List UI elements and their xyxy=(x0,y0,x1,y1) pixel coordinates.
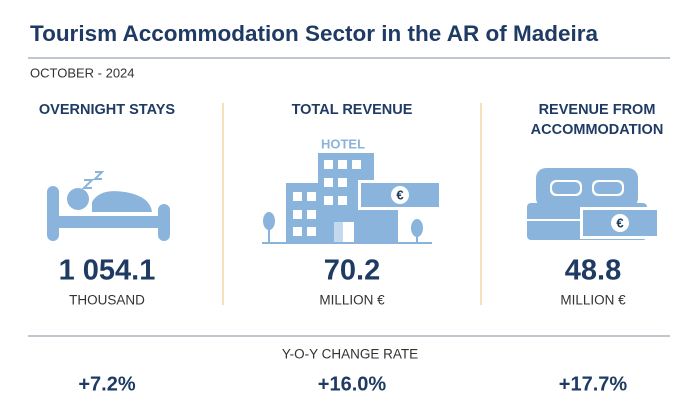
euro-sign: € xyxy=(616,215,623,230)
bed-icon xyxy=(47,171,170,241)
hotel-icon: HOTEL € xyxy=(262,136,442,244)
bed-bill-icon: € xyxy=(527,168,660,240)
subtitle: OCTOBER - 2024 xyxy=(30,65,135,80)
metric-unit: THOUSAND xyxy=(69,293,145,308)
metric-value: 48.8 xyxy=(565,255,621,287)
hotel-sign: HOTEL xyxy=(321,136,365,151)
metric-label: REVENUE FROM xyxy=(539,102,656,118)
change-rate: +17.7% xyxy=(559,373,628,395)
metric-value: 1 054.1 xyxy=(59,255,156,287)
metric-label: ACCOMMODATION xyxy=(531,122,664,138)
change-heading: Y-O-Y CHANGE RATE xyxy=(282,347,418,362)
title: Tourism Accommodation Sector in the AR o… xyxy=(30,21,598,46)
change-rate: +7.2% xyxy=(78,373,135,395)
change-rate: +16.0% xyxy=(318,373,387,395)
metric-label: OVERNIGHT STAYS xyxy=(39,102,175,118)
metric-value: 70.2 xyxy=(324,255,380,287)
metric-label: TOTAL REVENUE xyxy=(292,102,413,118)
metric-unit: MILLION € xyxy=(560,293,626,308)
metric-unit: MILLION € xyxy=(319,293,385,308)
euro-sign: € xyxy=(396,187,403,202)
